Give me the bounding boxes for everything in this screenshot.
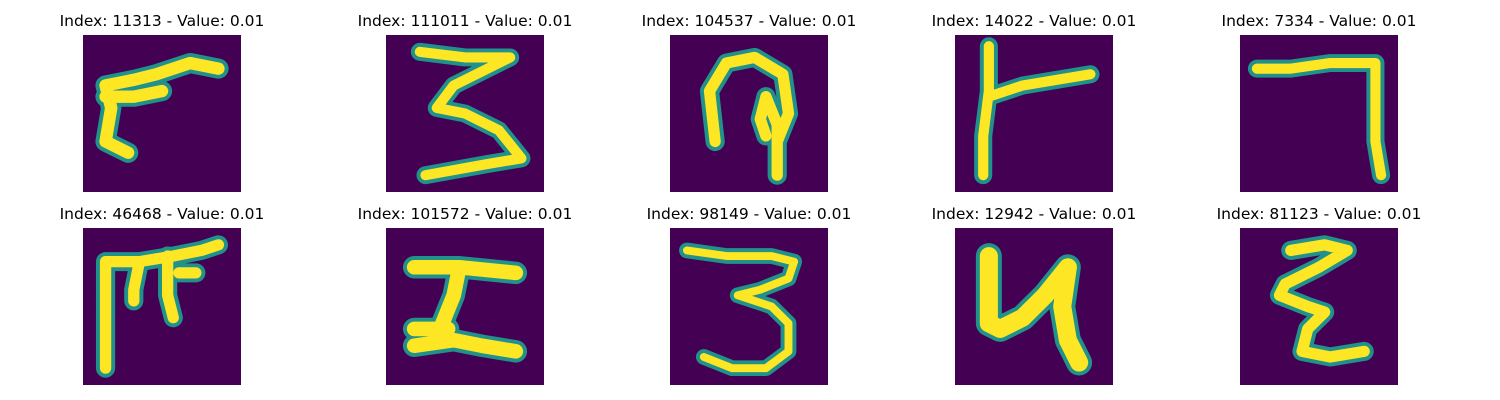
panel-title: Index: 11313 - Value: 0.01 <box>59 12 265 30</box>
panel-1: Index: 11313 - Value: 0.01 <box>42 0 282 192</box>
panel-5: Index: 7334 - Value: 0.01 <box>1199 0 1439 192</box>
panel-6: Index: 46468 - Value: 0.01 <box>42 193 282 385</box>
panel-8: Index: 98149 - Value: 0.01 <box>629 193 869 385</box>
panel-2: Index: 111011 - Value: 0.01 <box>345 0 585 192</box>
panel-title: Index: 81123 - Value: 0.01 <box>1216 205 1422 223</box>
digit-image <box>670 35 828 192</box>
panel-4: Index: 14022 - Value: 0.01 <box>914 0 1154 192</box>
panel-7: Index: 101572 - Value: 0.01 <box>345 193 585 385</box>
digit-image <box>1240 228 1398 385</box>
digit-image <box>83 35 241 192</box>
panel-10: Index: 81123 - Value: 0.01 <box>1199 193 1439 385</box>
panel-title: Index: 104537 - Value: 0.01 <box>641 12 857 30</box>
panel-title: Index: 98149 - Value: 0.01 <box>646 205 852 223</box>
digit-image <box>1240 35 1398 192</box>
digit-image <box>386 35 544 192</box>
panel-title: Index: 46468 - Value: 0.01 <box>59 205 265 223</box>
panel-title: Index: 111011 - Value: 0.01 <box>357 12 573 30</box>
digit-image <box>386 228 544 385</box>
digit-image <box>670 228 828 385</box>
digit-image <box>955 35 1113 192</box>
panel-title: Index: 12942 - Value: 0.01 <box>931 205 1137 223</box>
panel-title: Index: 7334 - Value: 0.01 <box>1221 12 1417 30</box>
digit-image <box>83 228 241 385</box>
panel-9: Index: 12942 - Value: 0.01 <box>914 193 1154 385</box>
digit-image <box>955 228 1113 385</box>
panel-title: Index: 101572 - Value: 0.01 <box>357 205 573 223</box>
panel-title: Index: 14022 - Value: 0.01 <box>931 12 1137 30</box>
panel-3: Index: 104537 - Value: 0.01 <box>629 0 869 192</box>
